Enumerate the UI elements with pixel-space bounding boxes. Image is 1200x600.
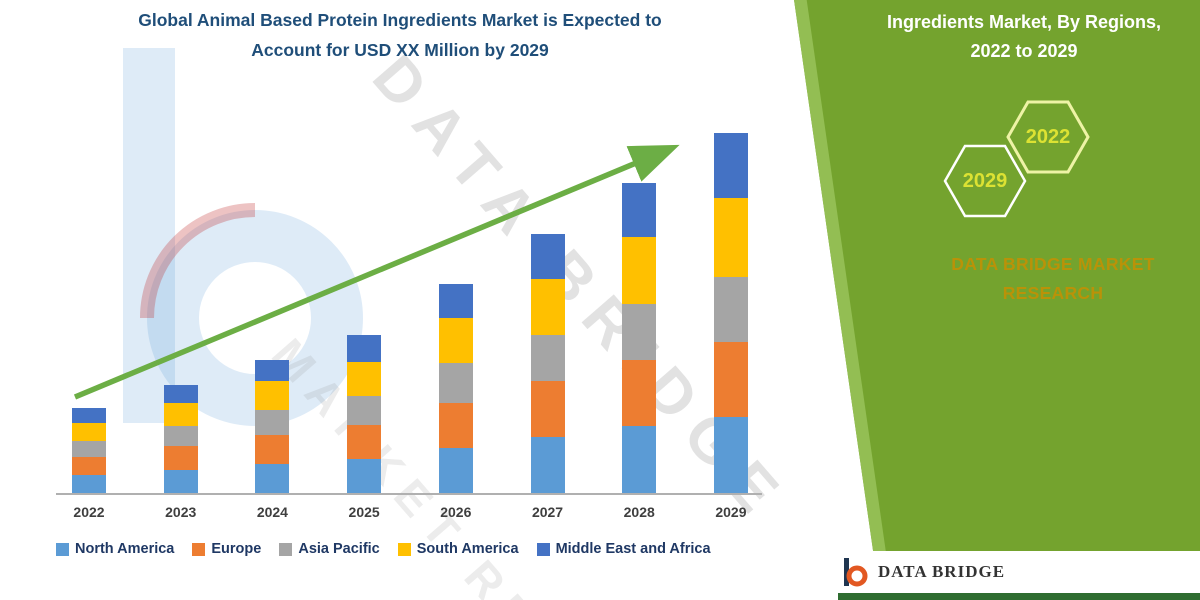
hexagon-2029-label: 2029 — [962, 169, 1008, 192]
bar-segment-europe — [255, 435, 290, 465]
bar-segment-europe — [347, 424, 382, 459]
bar-segment-asia-pacific — [438, 363, 473, 403]
panel-brand-text: DATA BRIDGE MARKET RESEARCH — [906, 250, 1200, 308]
legend-item-asia-pacific: Asia Pacific — [279, 541, 380, 557]
bar-segment-europe — [530, 381, 565, 438]
legend-label-europe: Europe — [211, 541, 262, 557]
bar-segment-south-america — [72, 422, 106, 441]
bar-segment-south-america — [530, 278, 565, 335]
legend-label-middle-east-and-africa: Middle East and Africa — [555, 541, 711, 557]
bar-segment-asia-pacific — [163, 426, 198, 447]
bar-segment-south-america — [347, 361, 382, 396]
legend-swatch-europe — [192, 542, 206, 556]
bar-segment-middle-east-and-africa — [255, 359, 290, 382]
x-tick-2028: 2028 — [623, 504, 655, 520]
hexagon-outline-icon — [943, 144, 1027, 218]
legend: North America Europe Asia Pacific South Ame… — [56, 541, 711, 557]
footer-brand-name: DATA BRIDGE — [878, 562, 1006, 581]
legend-item-south-america: South America — [397, 541, 519, 557]
bar-segment-south-america — [163, 403, 198, 427]
bar-segment-middle-east-and-africa — [347, 334, 382, 362]
footer-green-bar — [838, 593, 1200, 600]
bar-segment-south-america — [713, 197, 748, 278]
x-tick-2024: 2024 — [256, 504, 288, 520]
bar-segment-middle-east-and-africa — [713, 133, 748, 198]
chart-title: Global Animal Based Protein Ingredients … — [30, 6, 770, 66]
stacked-bar-2028 — [622, 183, 657, 493]
databridge-logo-icon — [844, 558, 868, 587]
stacked-bar-2024 — [255, 359, 290, 493]
x-axis-labels: 2022 2023 2024 2025 2026 2027 2028 2029 — [56, 504, 762, 520]
x-tick-2029: 2029 — [715, 504, 747, 520]
bar-segment-europe — [163, 446, 198, 470]
bar-segment-south-america — [255, 381, 290, 411]
bar-segment-south-america — [622, 237, 657, 305]
legend-item-middle-east-and-africa: Middle East and Africa — [536, 541, 711, 557]
panel-brand-line1: DATA BRIDGE MARKET — [951, 254, 1155, 274]
bar-segment-asia-pacific — [255, 410, 290, 436]
bar-segment-middle-east-and-africa — [163, 385, 198, 404]
x-tick-2026: 2026 — [440, 504, 472, 520]
bar-segment-north-america — [163, 469, 198, 493]
footer-brand-box: DATA BRIDGE — [822, 551, 1200, 593]
bar-segment-north-america — [438, 448, 473, 493]
side-panel-heading-line2: 2022 to 2029 — [970, 40, 1078, 61]
bar-segment-north-america — [530, 437, 565, 493]
chart-title-line2: Account for USD XX Million by 2029 — [251, 39, 549, 60]
legend-label-asia-pacific: Asia Pacific — [298, 541, 380, 557]
stacked-bar-2029 — [713, 133, 748, 493]
legend-label-south-america: South America — [416, 541, 519, 557]
bar-segment-south-america — [438, 318, 473, 364]
bar-segment-europe — [72, 457, 106, 475]
side-panel: Ingredients Market, By Regions, 2022 to … — [778, 0, 1200, 600]
bar-segment-middle-east-and-africa — [438, 284, 473, 319]
legend-item-europe: Europe — [192, 541, 261, 557]
legend-swatch-south-america — [397, 542, 411, 556]
bar-segment-middle-east-and-africa — [622, 183, 657, 238]
bar-segment-asia-pacific — [347, 395, 382, 425]
bar-segment-north-america — [255, 464, 290, 493]
side-panel-heading-line1: Ingredients Market, By Regions, — [886, 12, 1162, 32]
legend-swatch-north-america — [56, 542, 69, 556]
bar-segment-middle-east-and-africa — [72, 408, 106, 423]
legend-swatch-asia-pacific — [279, 542, 293, 556]
hexagon-2022: 2022 — [1004, 99, 1092, 175]
x-tick-2027: 2027 — [531, 504, 564, 520]
bar-segment-north-america — [72, 475, 106, 493]
plot-area — [56, 115, 762, 495]
bar-segment-asia-pacific — [713, 277, 748, 342]
bar-segment-asia-pacific — [530, 334, 565, 382]
bar-segment-europe — [438, 403, 473, 448]
panel-brand-line2: RESEARCH — [1002, 282, 1104, 303]
bar-segment-europe — [622, 359, 657, 427]
hexagon-2029: 2029 — [941, 143, 1029, 219]
bar-segment-middle-east-and-africa — [530, 233, 565, 279]
hexagon-2022-label: 2022 — [1025, 125, 1071, 148]
stacked-bar-2025 — [347, 334, 382, 493]
stacked-bar-2026 — [438, 284, 473, 493]
bar-segment-asia-pacific — [72, 440, 106, 457]
footer: DATA BRIDGE — [822, 551, 1200, 600]
legend-swatch-middle-east-and-africa — [536, 542, 550, 556]
stacked-bar-2023 — [163, 385, 198, 493]
bar-segment-north-america — [622, 426, 657, 493]
stacked-bar-2022 — [72, 408, 106, 493]
bar-segment-europe — [713, 341, 748, 418]
hexagon-outline-icon — [1006, 100, 1090, 174]
legend-item-north-america: North America — [56, 541, 174, 557]
bar-segment-north-america — [713, 417, 748, 493]
x-tick-2022: 2022 — [73, 504, 105, 520]
x-tick-2023: 2023 — [165, 504, 197, 520]
bar-segment-north-america — [347, 458, 382, 493]
side-panel-heading: Ingredients Market, By Regions, 2022 to … — [856, 8, 1192, 66]
stacked-bar-2027 — [530, 233, 565, 493]
bar-segment-asia-pacific — [622, 304, 657, 360]
legend-label-north-america: North America — [75, 541, 175, 557]
chart-title-line1: Global Animal Based Protein Ingredients … — [138, 10, 662, 30]
x-tick-2025: 2025 — [348, 504, 380, 520]
